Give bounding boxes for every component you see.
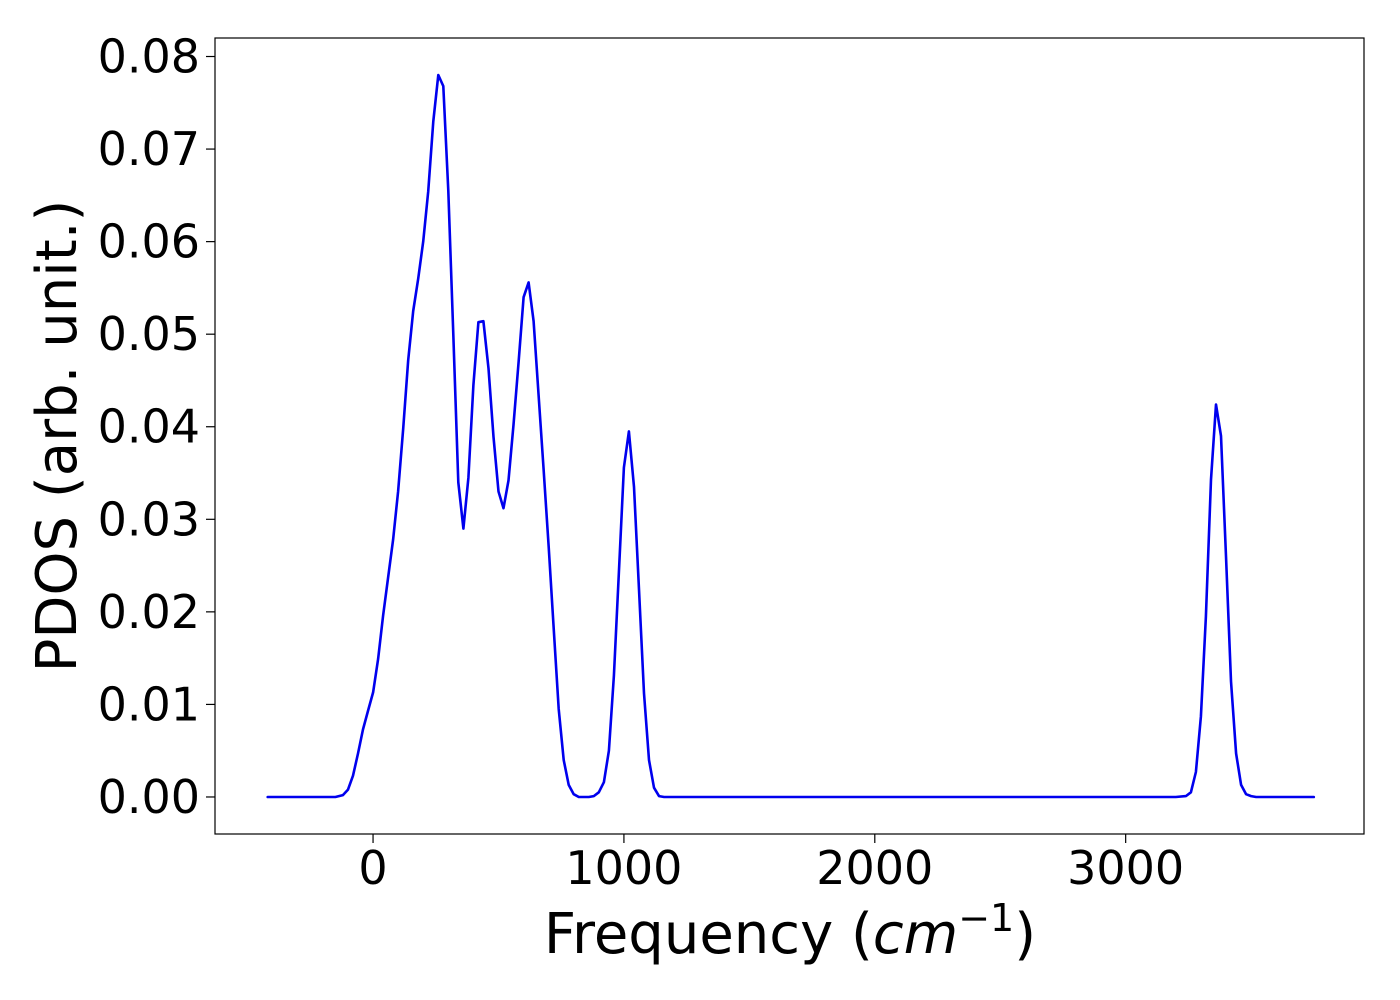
plot-area (214, 37, 1365, 835)
y-tick-label: 0.00 (98, 770, 200, 824)
y-tick-label: 0.01 (98, 677, 200, 731)
x-axis-ticks: 0 1000 2000 3000 (358, 834, 1184, 895)
y-tick-label: 0.06 (98, 215, 200, 269)
x-tick-label: 3000 (1067, 841, 1184, 895)
x-axis-label: Frequency (cm−1) (544, 896, 1036, 967)
plot-border (214, 37, 1365, 835)
y-tick-label: 0.05 (98, 307, 200, 361)
y-tick-label: 0.08 (98, 30, 200, 84)
y-axis-ticks: 0.00 0.01 0.02 0.03 0.04 0.05 0.06 0.07 0.08 (98, 30, 215, 824)
x-axis-label-suffix: ) (1014, 902, 1036, 967)
x-axis-label-unit: cm (873, 902, 958, 967)
y-axis-label: PDOS (arb. unit.) (25, 200, 90, 673)
series-layer (266, 73, 1316, 799)
x-tick-label: 0 (358, 841, 387, 895)
y-tick-label: 0.07 (98, 122, 200, 176)
y-tick-label: 0.02 (98, 585, 200, 639)
x-axis-label-prefix: Frequency ( (544, 902, 873, 967)
y-tick-label: 0.03 (98, 492, 200, 546)
x-tick-label: 2000 (816, 841, 933, 895)
y-tick-label: 0.04 (98, 400, 200, 454)
x-axis-label-exponent: −1 (958, 896, 1014, 940)
x-tick-label: 1000 (565, 841, 682, 895)
pdos-series-line (266, 73, 1316, 799)
